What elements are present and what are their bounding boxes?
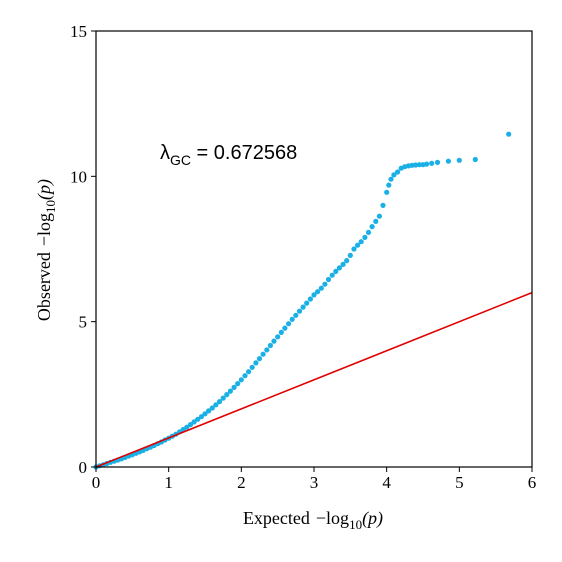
data-point	[209, 405, 215, 411]
data-point	[307, 296, 313, 302]
data-point	[380, 202, 386, 208]
data-point	[275, 334, 281, 340]
data-point	[220, 395, 226, 401]
x-tick-label: 1	[164, 473, 173, 492]
data-point	[198, 414, 204, 420]
data-point	[351, 246, 357, 252]
x-axis-ticks: 0 1 2 3 4 5 6	[92, 467, 537, 492]
x-tick-label: 2	[237, 473, 246, 492]
x-tick-label: 3	[310, 473, 319, 492]
data-point	[429, 160, 435, 166]
data-point	[472, 156, 478, 163]
data-point	[227, 388, 233, 394]
data-point	[365, 229, 372, 235]
data-point	[506, 131, 512, 137]
data-point	[424, 161, 430, 167]
data-point	[289, 316, 295, 322]
data-point	[347, 252, 353, 258]
data-point	[325, 276, 332, 283]
x-tick-label: 5	[455, 473, 464, 492]
data-point	[264, 347, 270, 353]
data-point	[231, 384, 237, 390]
y-tick-label: 0	[79, 458, 88, 477]
data-point	[434, 159, 441, 165]
data-point	[369, 224, 375, 230]
data-point	[329, 272, 335, 278]
lambda-gc-annotation: λGC = 0.672568	[160, 142, 297, 168]
data-point	[235, 381, 241, 387]
data-point	[391, 172, 397, 178]
reference-line	[95, 291, 533, 468]
data-point	[304, 300, 310, 306]
data-point	[333, 268, 339, 274]
data-point	[340, 261, 346, 267]
plot-frame	[95, 30, 533, 468]
data-point	[256, 356, 263, 362]
data-point	[355, 242, 361, 248]
data-point	[373, 218, 379, 224]
data-points	[93, 131, 512, 470]
data-point	[246, 369, 252, 375]
data-point	[202, 411, 208, 417]
data-point	[184, 424, 190, 430]
data-point	[362, 234, 368, 240]
data-point	[238, 377, 244, 383]
data-point	[293, 312, 299, 318]
y-tick-label: 15	[70, 22, 87, 41]
data-point	[315, 289, 321, 295]
data-point	[336, 265, 342, 271]
data-point	[271, 338, 277, 344]
lambda-value: = 0.672568	[191, 142, 297, 164]
x-axis-label: Expected −log10(p)	[243, 508, 383, 532]
data-point	[213, 402, 219, 408]
data-point	[278, 329, 284, 335]
y-tick-label: 5	[79, 313, 88, 332]
data-point	[286, 321, 292, 327]
data-point	[456, 157, 462, 163]
data-point	[344, 258, 350, 264]
y-tick-label: 10	[70, 167, 87, 186]
data-point	[445, 158, 451, 164]
data-point	[187, 422, 194, 428]
data-point	[224, 392, 230, 398]
data-point	[318, 285, 324, 291]
data-point	[384, 189, 390, 195]
data-point	[358, 239, 364, 245]
data-point	[416, 162, 422, 168]
data-point	[296, 308, 303, 314]
data-point	[267, 342, 273, 349]
data-point	[216, 399, 223, 405]
data-point	[300, 304, 306, 310]
data-point	[311, 292, 317, 298]
x-tick-label: 6	[528, 473, 537, 492]
x-tick-label: 4	[382, 473, 391, 492]
data-point	[322, 281, 328, 287]
x-tick-label: 0	[92, 473, 101, 492]
data-point	[206, 408, 212, 414]
data-point	[386, 182, 392, 188]
lambda-subscript: GC	[170, 152, 191, 168]
y-axis-label: Observed−log10(p)	[34, 179, 58, 321]
y-axis-ticks: 0 5 10 15	[70, 22, 96, 477]
data-point	[282, 325, 288, 331]
data-point	[376, 213, 382, 219]
data-point	[249, 364, 255, 370]
lambda-symbol: λ	[160, 142, 170, 164]
data-point	[395, 169, 401, 175]
data-point	[253, 360, 259, 366]
data-point	[191, 419, 197, 425]
data-point	[242, 373, 248, 379]
data-point	[388, 176, 394, 182]
data-point	[195, 416, 201, 422]
data-point	[260, 351, 266, 357]
